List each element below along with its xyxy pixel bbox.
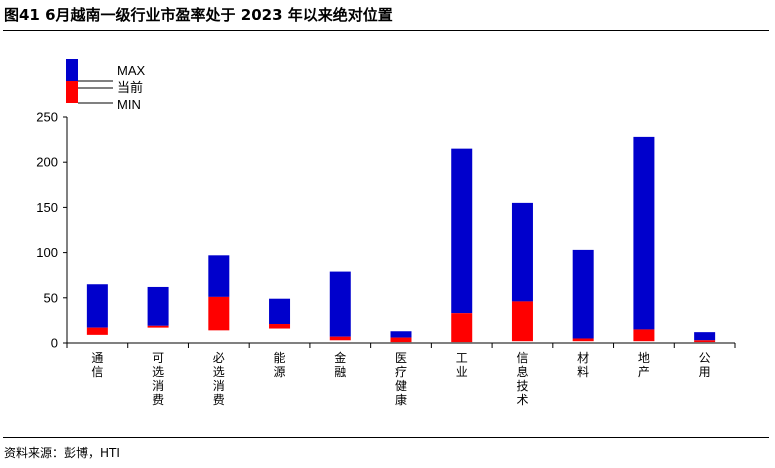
figure-source: 资料来源：彭博，HTI [4,446,120,460]
y-tick-label: 50 [44,290,58,305]
x-tick-label: 信息技术 [516,351,528,407]
legend-label-max: MAX [117,63,146,78]
x-tick-label: 地产 [638,351,650,379]
bar-current-segment [694,340,716,343]
bar-max-segment [86,284,108,328]
figure-title: 图41 6月越南一级行业市盈率处于 2023 年以来绝对位置 [4,6,393,24]
bar-current-segment [329,336,351,341]
y-tick-label: 200 [36,155,58,170]
bar-current-segment [511,301,533,342]
axes-group: 0 50 100 150 200 250 通信 可选消费 必选消费 能源 金融 医疗健康 工业 信息技术 材… [36,110,736,407]
bar-current-segment [633,329,655,342]
y-tick-label: 150 [36,200,58,215]
bar-current-segment [572,338,594,342]
x-tick-label: 必选消费 [213,351,225,407]
x-tick-label: 能源 [274,351,286,379]
bar-max-segment [390,331,412,338]
legend-label-min: MIN [117,97,141,112]
title-rule [3,30,769,31]
bar-max-segment [147,286,169,326]
legend-current-swatch [66,81,78,103]
legend-label-current: 当前 [117,80,143,95]
legend-max-swatch [66,59,78,81]
bar-max-segment [451,148,473,314]
bar-current-segment [390,337,412,343]
x-tick-label: 医疗健康 [395,351,407,407]
x-tick-label: 材料 [577,351,589,379]
y-tick-label: 0 [51,336,58,351]
x-tick-label: 公用 [699,351,711,379]
bars-group [86,136,716,343]
bar-max-segment [572,249,594,339]
bar-current-segment [86,327,108,335]
x-tick-label: 金融 [334,350,346,379]
bar-max-segment [208,255,230,297]
x-tick-label: 工业 [456,351,468,379]
x-tick-label: 可选消费 [152,351,164,407]
y-tick-label: 250 [36,110,58,125]
y-tick-label: 100 [36,245,58,260]
bar-max-segment [511,202,533,302]
bar-max-segment [633,136,655,330]
source-rule [3,437,769,438]
bar-max-segment [694,332,716,341]
x-tick-label: 通信 [91,351,103,379]
bar-current-segment [208,296,230,331]
bar-current-segment [451,313,473,343]
bar-current-segment [269,324,291,329]
bar-max-segment [329,271,351,337]
legend: MAX 当前 MIN [66,59,146,112]
bar-max-segment [269,298,291,325]
bar-current-segment [147,325,169,328]
